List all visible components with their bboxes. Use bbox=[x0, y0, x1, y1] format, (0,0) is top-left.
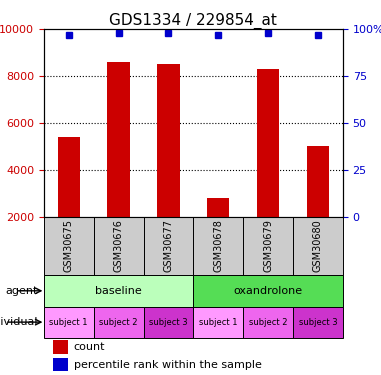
Bar bbox=[94, 217, 144, 275]
Text: count: count bbox=[74, 342, 105, 352]
Bar bbox=[257, 69, 279, 217]
Text: GSM30675: GSM30675 bbox=[64, 219, 74, 272]
Bar bbox=[53, 340, 68, 354]
Bar bbox=[157, 64, 180, 217]
Bar bbox=[144, 307, 194, 338]
Text: subject 1: subject 1 bbox=[199, 318, 237, 327]
Bar bbox=[144, 217, 194, 275]
Text: subject 2: subject 2 bbox=[249, 318, 287, 327]
Text: percentile rank within the sample: percentile rank within the sample bbox=[74, 360, 262, 370]
Bar bbox=[293, 217, 343, 275]
Text: individual: individual bbox=[0, 317, 38, 327]
Text: agent: agent bbox=[5, 286, 38, 296]
Text: subject 3: subject 3 bbox=[149, 318, 188, 327]
Text: GSM30678: GSM30678 bbox=[213, 219, 223, 272]
Bar bbox=[243, 307, 293, 338]
Bar bbox=[243, 217, 293, 275]
Text: baseline: baseline bbox=[95, 286, 142, 296]
Text: oxandrolone: oxandrolone bbox=[234, 286, 303, 296]
Bar bbox=[194, 307, 243, 338]
Bar bbox=[58, 137, 80, 217]
Bar bbox=[53, 358, 68, 371]
Title: GDS1334 / 229854_at: GDS1334 / 229854_at bbox=[109, 13, 277, 29]
Bar bbox=[307, 147, 329, 217]
Bar bbox=[44, 275, 194, 307]
Bar bbox=[194, 275, 343, 307]
Bar bbox=[107, 62, 130, 217]
Text: GSM30676: GSM30676 bbox=[114, 219, 123, 272]
Bar bbox=[207, 198, 229, 217]
Bar bbox=[293, 307, 343, 338]
Bar bbox=[44, 217, 94, 275]
Text: GSM30680: GSM30680 bbox=[313, 219, 323, 272]
Text: subject 1: subject 1 bbox=[50, 318, 88, 327]
Text: subject 2: subject 2 bbox=[99, 318, 138, 327]
Bar bbox=[94, 307, 144, 338]
Bar bbox=[194, 217, 243, 275]
Text: GSM30679: GSM30679 bbox=[263, 219, 273, 272]
Bar bbox=[44, 307, 94, 338]
Text: subject 3: subject 3 bbox=[299, 318, 337, 327]
Text: GSM30677: GSM30677 bbox=[163, 219, 173, 272]
